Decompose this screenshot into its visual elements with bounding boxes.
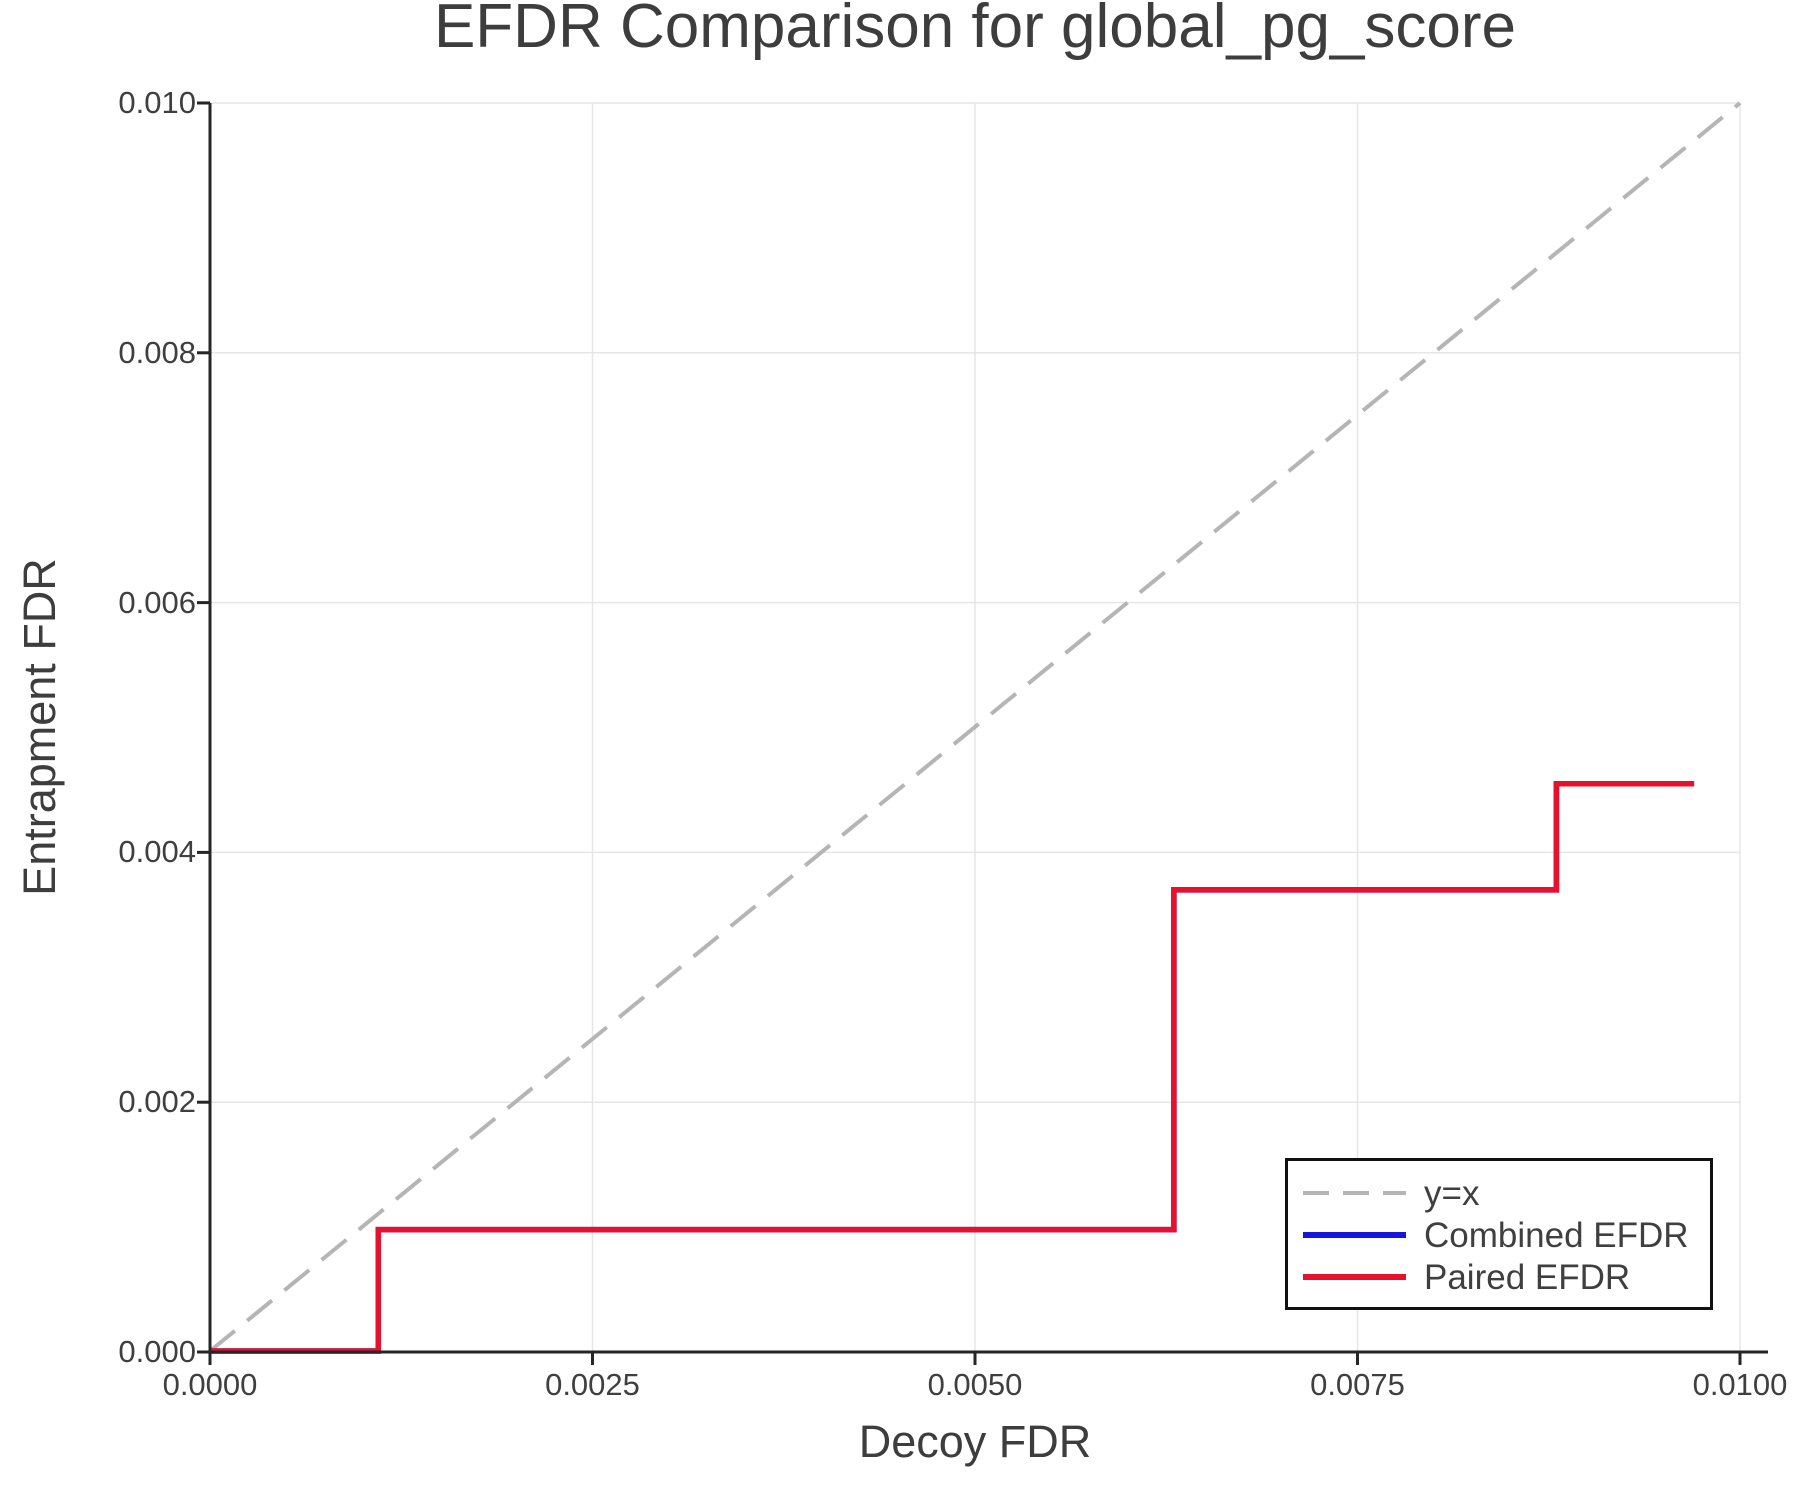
x-axis-title: Decoy FDR <box>858 1416 1092 1467</box>
x-tick-label: 0.0075 <box>1310 1367 1405 1402</box>
legend-item: Paired EFDR <box>1303 1256 1710 1298</box>
legend-item-label: Paired EFDR <box>1424 1257 1631 1297</box>
series-line-paired-efdr <box>210 780 1695 1354</box>
y-tick-label: 0.000 <box>118 1334 196 1369</box>
series-line-y-x <box>208 101 1742 1353</box>
x-tick-label: 0.0025 <box>545 1367 640 1402</box>
legend-item: y=x <box>1303 1172 1710 1214</box>
x-tick-label: 0.0050 <box>927 1367 1023 1402</box>
legend-item-label: Combined EFDR <box>1424 1215 1689 1255</box>
legend: y=x Combined EFDR Paired EFDR <box>1285 1158 1713 1310</box>
legend-item: Combined EFDR <box>1303 1214 1710 1256</box>
y-axis-title: Entrapment FDR <box>14 558 65 896</box>
legend-item-label: y=x <box>1424 1173 1480 1213</box>
y-tick-label: 0.010 <box>118 85 196 120</box>
x-tick-label: 0.0000 <box>162 1367 258 1402</box>
y-tick-label: 0.008 <box>118 334 196 370</box>
y-tick-label: 0.006 <box>118 584 196 620</box>
y-tick-label: 0.002 <box>118 1084 196 1120</box>
legend-line-swatch-icon <box>1303 1274 1406 1280</box>
x-tick-label: 0.0100 <box>1692 1367 1788 1402</box>
y-tick-label: 0.004 <box>118 834 196 870</box>
legend-line-swatch-icon <box>1303 1191 1406 1195</box>
chart-title: EFDR Comparison for global_pg_score <box>433 0 1517 61</box>
legend-line-swatch-icon <box>1303 1232 1406 1238</box>
